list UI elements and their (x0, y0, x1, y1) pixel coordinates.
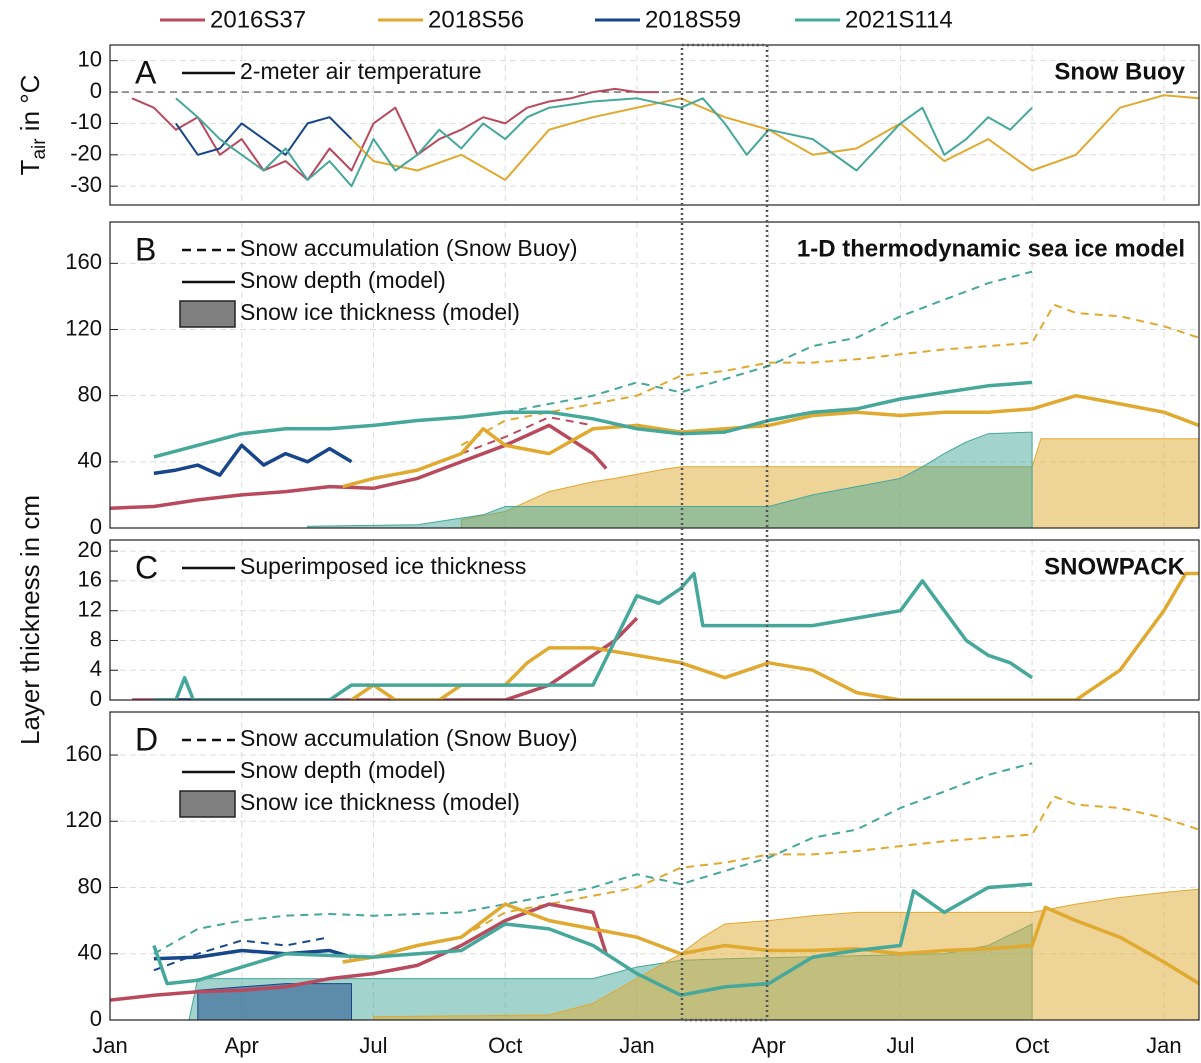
depth-line (153, 948, 353, 961)
snow-ice-area (307, 431, 1033, 528)
x-tick-label: Jan (92, 1033, 127, 1058)
y-tick-label: 40 (78, 940, 102, 965)
accumulation-line (460, 303, 1199, 447)
panel (110, 222, 1199, 528)
legend-label: 2018S56 (428, 6, 524, 33)
panel-letter: C (135, 549, 158, 585)
key-label: Snow ice thickness (model) (240, 789, 520, 815)
depth-line (110, 423, 608, 510)
panel-letter: A (135, 54, 157, 90)
key-swatch (179, 790, 236, 818)
panel-letter: D (135, 721, 158, 757)
y-tick-label: -10 (70, 109, 102, 134)
depth-line (342, 902, 1199, 986)
key-swatch (179, 300, 236, 328)
legend-label: 2016S37 (210, 6, 306, 33)
panel-frame (109, 539, 1200, 701)
y-label-main: T (15, 159, 45, 175)
key-label: Snow accumulation (Snow Buoy) (240, 235, 578, 261)
y-tick-label: 0 (90, 1006, 102, 1031)
y-tick-label: 12 (78, 597, 102, 622)
panel-frame (109, 711, 1200, 1021)
y-tick-label: -20 (70, 141, 102, 166)
accumulation-line (460, 416, 594, 455)
y-label-sub: air (29, 138, 50, 160)
panel (110, 540, 1199, 700)
y-tick-label: 120 (65, 315, 102, 340)
panel-frame (109, 221, 1200, 529)
depth-line (110, 902, 608, 1002)
key-label: 2-meter air temperature (240, 58, 482, 84)
accumulation-line (153, 762, 1033, 955)
accumulation-line (460, 795, 1199, 939)
x-tick-label: Oct (1015, 1033, 1049, 1058)
y-tick-label: 120 (65, 807, 102, 832)
y-label-unit: in °C (15, 75, 45, 139)
depth-line (132, 616, 639, 700)
y-tick-label: 40 (78, 448, 102, 473)
y-tick-label: 160 (65, 741, 102, 766)
x-tick-label: Jan (1146, 1033, 1181, 1058)
temperature-line (175, 97, 1033, 188)
key-label: Superimposed ice thickness (240, 553, 526, 579)
y-tick-label: 80 (78, 873, 102, 898)
panel (110, 712, 1199, 1020)
y-tick-label: 80 (78, 381, 102, 406)
y-tick-label: 8 (90, 626, 102, 651)
highlight-period (680, 43, 769, 1022)
panel (110, 45, 1199, 205)
key-label: Snow depth (model) (240, 757, 446, 783)
temperature-line (175, 116, 353, 156)
y-tick-label: 10 (78, 46, 102, 71)
x-tick-label: Jan (619, 1033, 654, 1058)
x-tick-label: Apr (225, 1033, 259, 1058)
depth-line (153, 380, 1033, 459)
y-tick-label: 0 (90, 514, 102, 539)
key-label: Snow accumulation (Snow Buoy) (240, 725, 578, 751)
panel-title: Snow Buoy (1054, 58, 1185, 85)
y-tick-label: 20 (78, 537, 102, 562)
y-tick-label: 16 (78, 567, 102, 592)
legend-label: 2021S114 (845, 6, 953, 33)
y-tick-label: 0 (90, 686, 102, 711)
panel-title: 1-D thermodynamic sea ice model (797, 235, 1185, 262)
y-tick-label: 160 (65, 249, 102, 274)
y-tick-label: 0 (90, 78, 102, 103)
panel-letter: B (135, 231, 156, 267)
y-tick-label: -30 (70, 172, 102, 197)
panel-frame (109, 44, 1200, 206)
x-tick-label: Apr (752, 1033, 786, 1058)
y-axis-label: Layer thickness in cm (15, 495, 45, 745)
key-label: Snow ice thickness (model) (240, 299, 520, 325)
depth-line (153, 443, 353, 477)
depth-line (152, 882, 1033, 997)
x-tick-label: Jul (886, 1033, 914, 1058)
accumulation-line (505, 270, 1033, 414)
depth-line (350, 571, 1199, 700)
panel-title: SNOWPACK (1044, 553, 1186, 580)
snow-ice-area (373, 888, 1199, 1020)
y-axis-label: Tair in °C (15, 75, 50, 176)
y-tick-label: 4 (90, 656, 102, 681)
depth-line (153, 571, 1034, 700)
key-label: Snow depth (model) (240, 267, 446, 293)
legend-label: 2018S59 (645, 6, 741, 33)
snow-ice-area (197, 983, 352, 1020)
temperature-line (131, 87, 659, 181)
x-tick-label: Jul (359, 1033, 387, 1058)
x-tick-label: Oct (488, 1033, 522, 1058)
temperature-line (350, 94, 1199, 181)
